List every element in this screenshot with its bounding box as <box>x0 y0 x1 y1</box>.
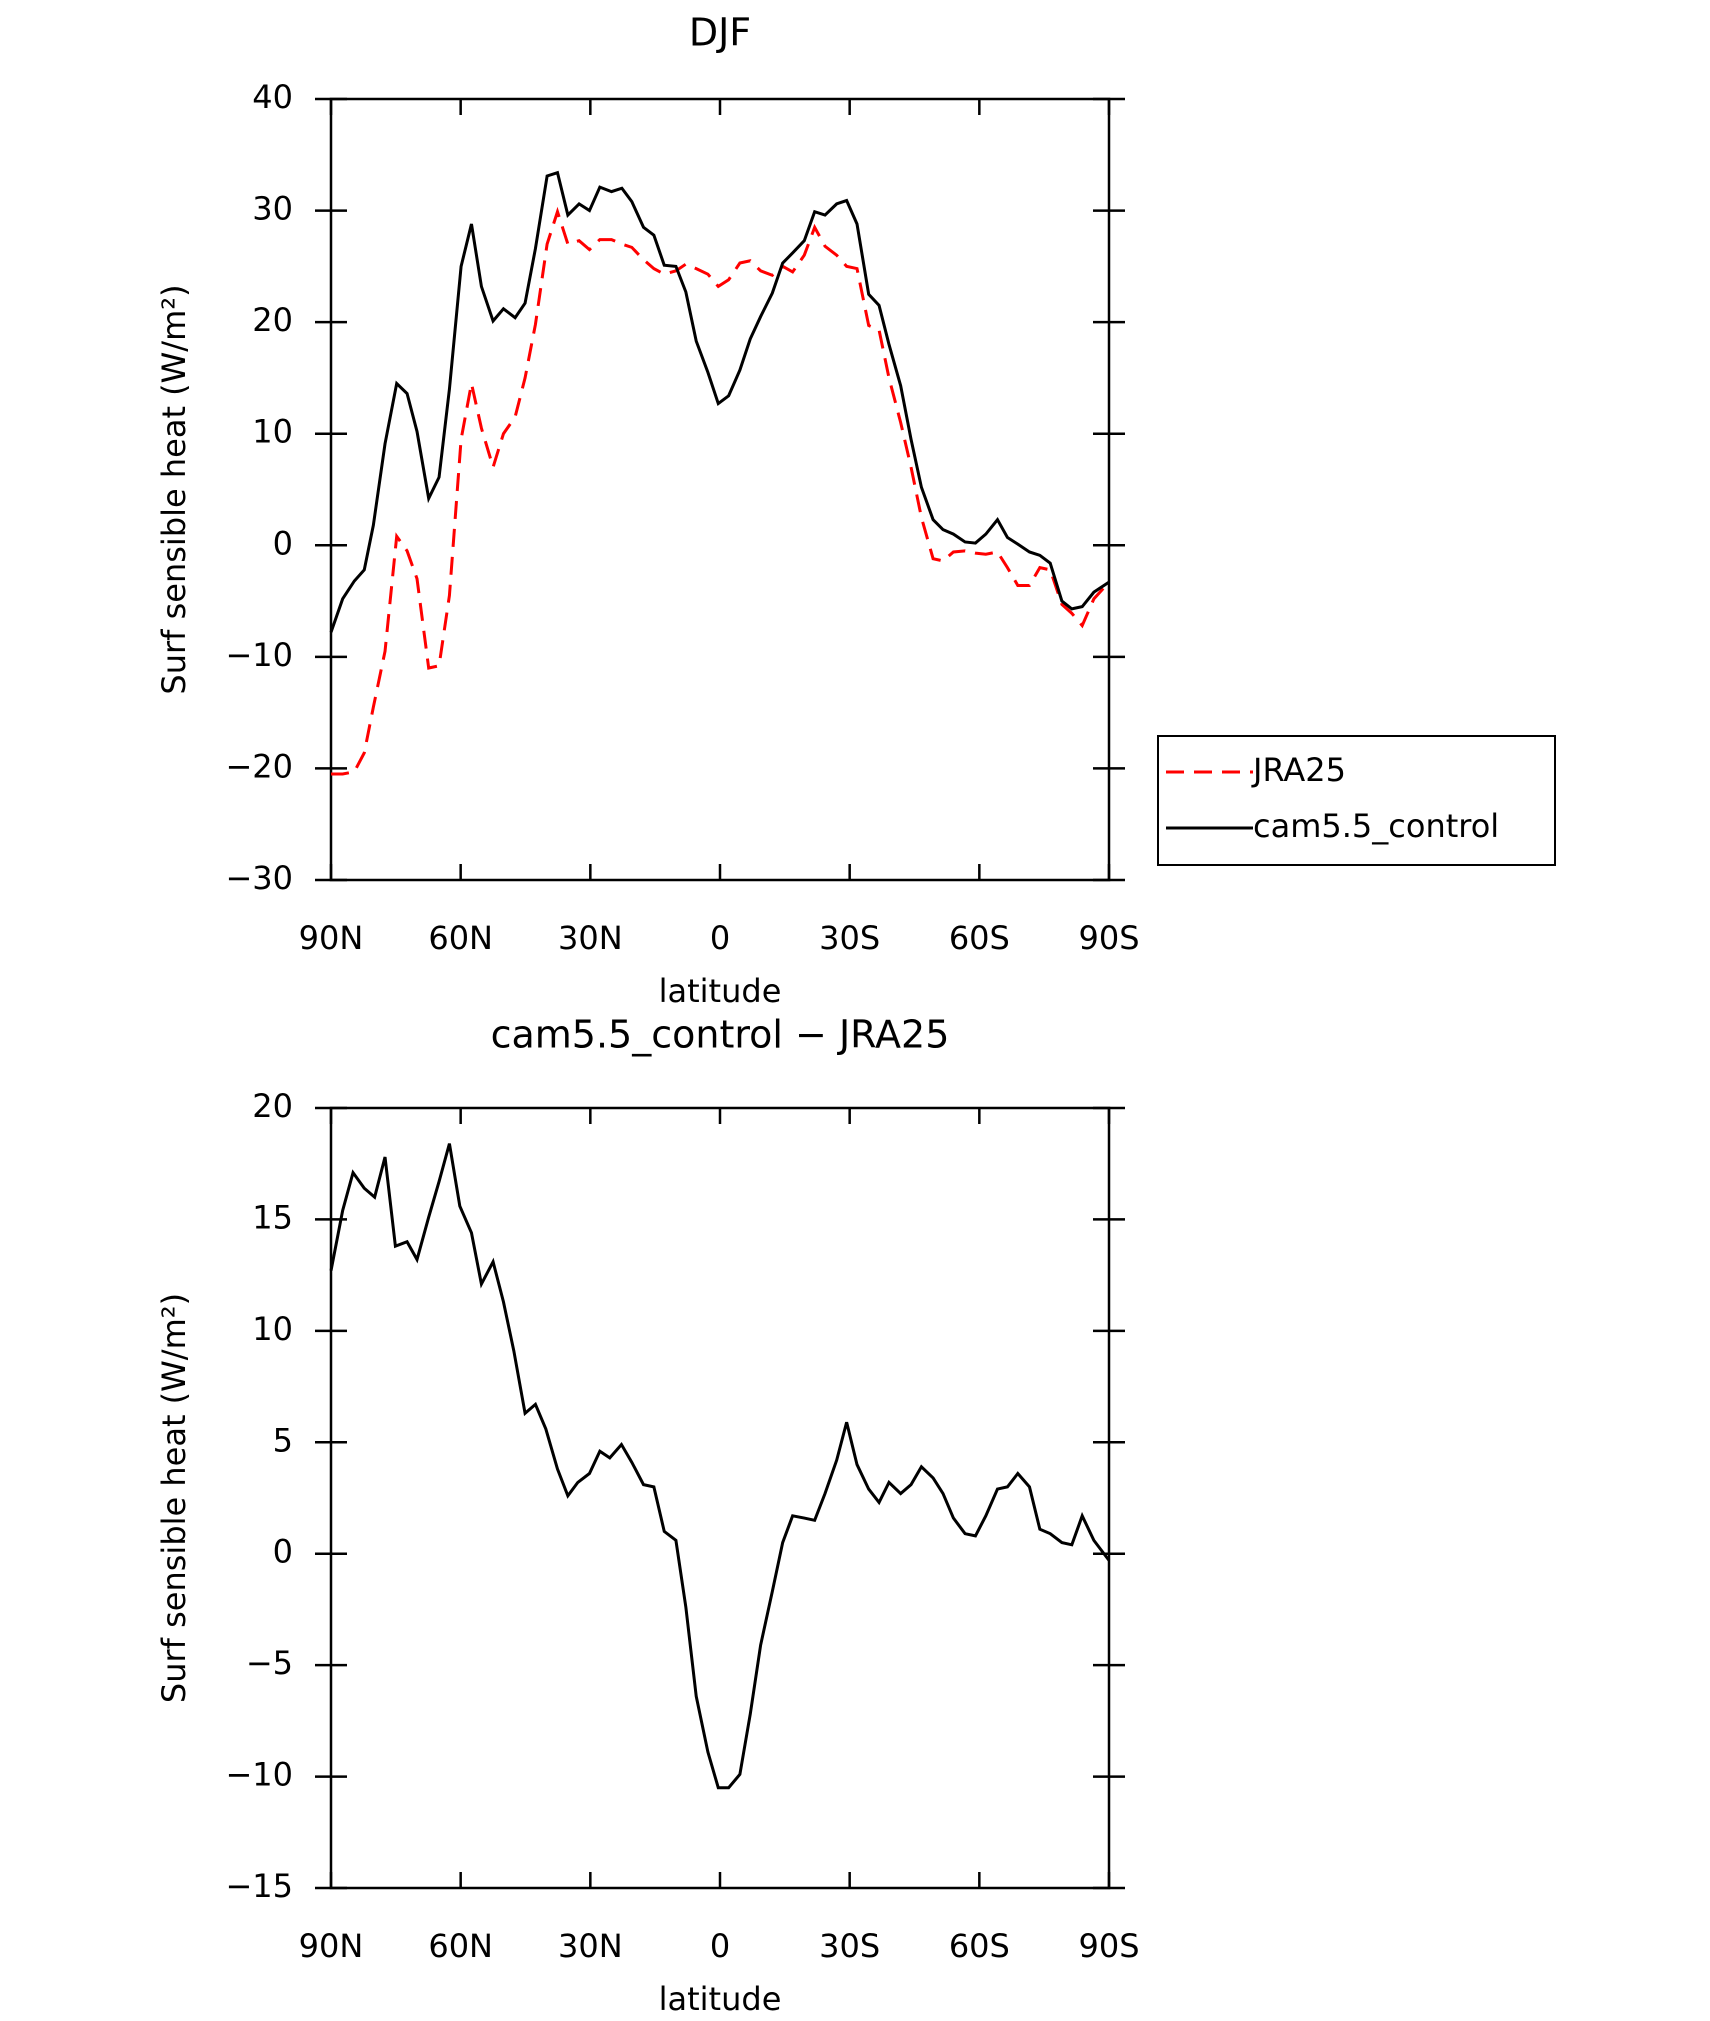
x-tick-label: 0 <box>710 919 730 957</box>
chart-title: cam5.5_control − JRA25 <box>491 1013 950 1057</box>
y-tick-label: −10 <box>225 636 293 674</box>
x-tick-label: 60N <box>428 919 493 957</box>
x-tick-label: 30N <box>558 919 623 957</box>
legend-label: cam5.5_control <box>1253 807 1499 845</box>
x-tick-label: 0 <box>710 1927 730 1965</box>
y-tick-label: 20 <box>252 301 293 339</box>
x-tick-label: 90N <box>299 1927 364 1965</box>
y-tick-label: 5 <box>273 1421 293 1459</box>
y-tick-label: 40 <box>252 78 293 116</box>
y-tick-label: 0 <box>273 1533 293 1571</box>
x-tick-label: 60S <box>949 1927 1010 1965</box>
y-tick-label: 10 <box>252 1310 293 1348</box>
y-tick-label: 10 <box>252 413 293 451</box>
y-tick-label: −10 <box>225 1756 293 1794</box>
x-axis-label: latitude <box>659 972 782 1010</box>
data-line <box>329 170 1110 633</box>
x-axis-label: latitude <box>659 1980 782 2018</box>
x-tick-label: 60S <box>949 919 1010 957</box>
x-tick-label: 90S <box>1078 1927 1139 1965</box>
plot-frame <box>329 1106 1111 1890</box>
y-axis-label: Surf sensible heat (W/m²) <box>155 284 193 694</box>
x-tick-label: 30N <box>558 1927 623 1965</box>
y-tick-label: 20 <box>252 1087 293 1125</box>
data-line <box>331 206 1111 776</box>
x-tick-label: 30S <box>819 919 880 957</box>
legend-box <box>1157 735 1556 866</box>
y-axis-label: Surf sensible heat (W/m²) <box>155 1293 193 1703</box>
x-tick-label: 60N <box>428 1927 493 1965</box>
y-tick-label: −15 <box>225 1867 293 1905</box>
y-tick-label: 0 <box>273 524 293 562</box>
y-tick-label: −30 <box>225 859 293 897</box>
chart-title: DJF <box>689 11 751 55</box>
x-tick-label: 90N <box>299 919 364 957</box>
y-tick-label: −5 <box>246 1644 293 1682</box>
y-tick-label: −20 <box>225 747 293 785</box>
x-tick-label: 90S <box>1078 919 1139 957</box>
plot-frame <box>329 97 1111 882</box>
legend-label: JRA25 <box>1251 751 1346 789</box>
data-line <box>329 1143 1111 1790</box>
y-tick-label: 15 <box>252 1198 293 1236</box>
y-tick-label: 30 <box>252 190 293 228</box>
x-tick-label: 30S <box>819 1927 880 1965</box>
